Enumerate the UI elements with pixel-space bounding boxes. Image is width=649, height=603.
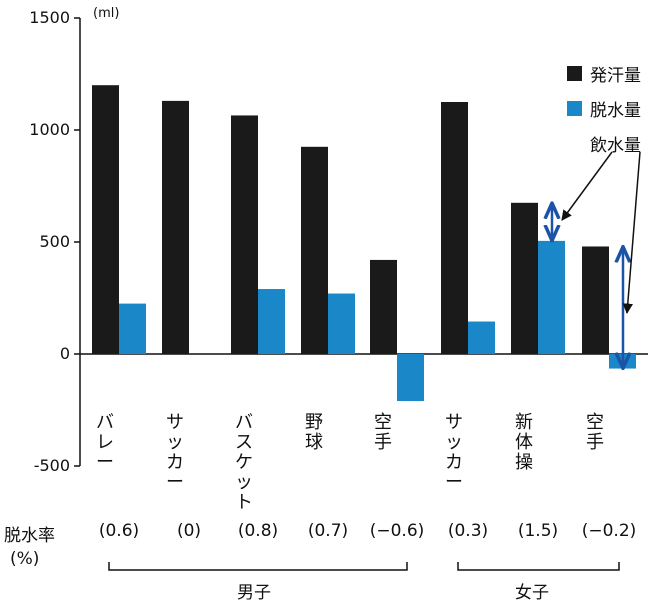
dehydration-rate-value: (0.8) [237, 521, 279, 541]
dehydration-rate-value: (−0.6) [369, 521, 425, 541]
category-label: サ ッ カ ー [166, 412, 184, 493]
bar-sweat [582, 246, 609, 354]
bar-sweat [231, 115, 258, 354]
category-label: 新 体 操 [515, 412, 533, 473]
y-tick-label: 1000 [29, 120, 70, 139]
dehydration-rate-value: (0) [176, 521, 202, 541]
bar-dehydration [538, 240, 565, 354]
bar-sweat [511, 202, 538, 354]
dehydration-rate-label: 脱水率 [4, 526, 55, 546]
legend-sweat-label: 発汗量 [590, 66, 641, 86]
intake-leader-line [622, 151, 641, 315]
unit-label: (ml) [93, 6, 120, 21]
bar-dehydration [258, 289, 285, 354]
group-label-female: 女子 [515, 583, 549, 603]
dehydration-rate-value: (0.7) [307, 521, 349, 541]
bar-sweat [92, 85, 119, 354]
category-label: バ ス ケ ッ ト [235, 412, 253, 513]
legend-sweat-swatch [567, 66, 582, 81]
bar-sweat [301, 146, 328, 354]
dehydration-rate-value: (1.5) [517, 521, 559, 541]
dehydration-rate-unit: (%) [10, 549, 40, 569]
legend-dehydration-swatch [567, 101, 582, 116]
legend-dehydration: 脱水量 [567, 96, 641, 121]
bar-sweat [441, 102, 468, 354]
y-tick-label: 0 [59, 344, 70, 363]
legend-sweat: 発汗量 [567, 61, 641, 86]
dehydration-rate-value: (0.3) [447, 521, 489, 541]
group-bracket [457, 562, 620, 571]
bar-dehydration [397, 354, 424, 402]
dehydration-rate-value: (0.6) [98, 521, 140, 541]
bar-sweat [370, 259, 397, 354]
dehydration-rate-value: (−0.2) [581, 521, 637, 541]
bar-dehydration [468, 321, 495, 354]
legend-dehydration-label: 脱水量 [590, 101, 641, 121]
y-tick-label: 1500 [29, 8, 70, 27]
category-label: サ ッ カ ー [445, 412, 463, 493]
legend-intake-label: 飲水量 [590, 136, 641, 156]
group-bracket [108, 562, 408, 571]
y-tick-label: -500 [33, 456, 70, 475]
group-label-male: 男子 [237, 583, 271, 603]
intake-leader-line [561, 151, 613, 221]
category-label: バ レ ー [96, 412, 114, 473]
bar-sweat [162, 100, 189, 354]
category-label: 空 手 [586, 412, 604, 453]
category-label: 野 球 [305, 412, 323, 453]
bar-dehydration [119, 303, 146, 354]
bar-dehydration [328, 293, 355, 354]
y-tick-label: 500 [39, 232, 70, 251]
category-label: 空 手 [374, 412, 392, 453]
